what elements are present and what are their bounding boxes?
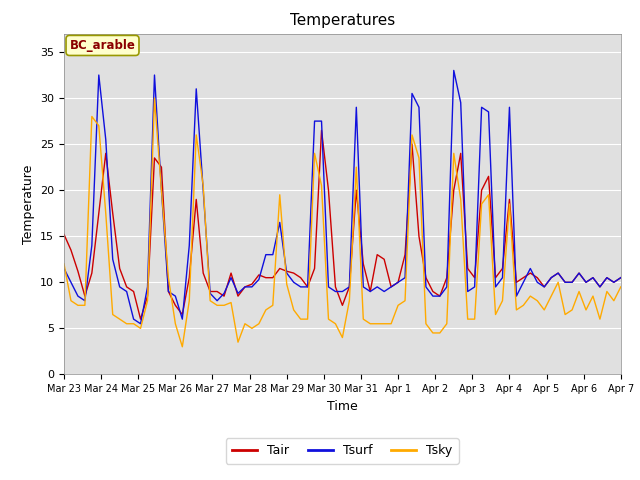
Line: Tsurf: Tsurf (64, 71, 621, 324)
Tsurf (137, 321, 145, 326)
Tsurf (554, 270, 562, 276)
Tsurf (60, 265, 68, 271)
Legend: Tair, Tsurf, Tsky: Tair, Tsurf, Tsky (226, 438, 459, 464)
Tair (575, 270, 583, 276)
Tair (617, 275, 625, 281)
Tsurf (415, 105, 423, 110)
Tair (380, 256, 388, 262)
Tair (527, 270, 534, 276)
Tsky (554, 279, 562, 285)
Text: BC_arable: BC_arable (70, 39, 136, 52)
Line: Tsky: Tsky (64, 98, 621, 347)
Tsurf (484, 109, 492, 115)
Tsurf (575, 270, 583, 276)
Tsky (484, 192, 492, 198)
Tsky (179, 344, 186, 349)
Tair (60, 231, 68, 237)
Tair (137, 316, 145, 322)
Tsurf (527, 265, 534, 271)
Tair (317, 127, 325, 133)
X-axis label: Time: Time (327, 400, 358, 413)
Tair (484, 173, 492, 179)
Tsky (575, 288, 583, 294)
Y-axis label: Temperature: Temperature (22, 164, 35, 244)
Tsky (60, 261, 68, 267)
Tair (422, 275, 430, 281)
Tsky (380, 321, 388, 326)
Tsurf (617, 275, 625, 281)
Tair (554, 270, 562, 276)
Tsky (422, 321, 430, 326)
Title: Temperatures: Temperatures (290, 13, 395, 28)
Tsurf (373, 284, 381, 290)
Tsky (150, 95, 158, 101)
Tsky (527, 293, 534, 299)
Tsurf (450, 68, 458, 73)
Line: Tair: Tair (64, 130, 621, 319)
Tsky (617, 284, 625, 290)
